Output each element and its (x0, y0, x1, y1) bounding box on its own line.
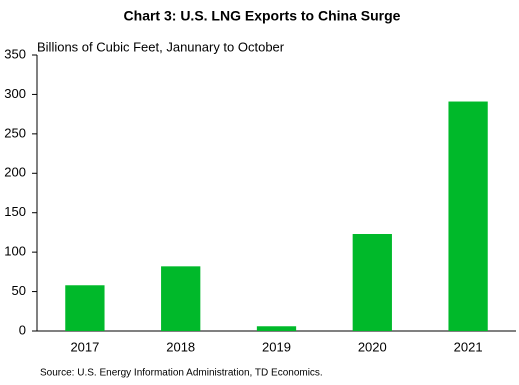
y-tick-label: 350 (4, 46, 26, 61)
y-tick-label: 300 (4, 86, 26, 101)
chart-subtitle: Billions of Cubic Feet, Janunary to Octo… (37, 39, 285, 54)
y-tick-label: 250 (4, 125, 26, 140)
bar (256, 326, 297, 331)
y-tick-label: 200 (4, 165, 26, 180)
x-tick-label: 2018 (166, 339, 195, 354)
bar (65, 285, 105, 331)
y-tick-label: 50 (12, 283, 26, 298)
y-tick-label: 0 (19, 322, 26, 337)
x-tick-label: 2020 (358, 339, 387, 354)
bar (352, 234, 392, 331)
x-tick-label: 2017 (70, 339, 99, 354)
y-tick-label: 150 (4, 204, 26, 219)
x-tick-label: 2019 (262, 339, 291, 354)
bar (448, 101, 488, 331)
source-note: Source: U.S. Energy Information Administ… (40, 368, 323, 379)
chart-title: Chart 3: U.S. LNG Exports to China Surge (124, 8, 401, 24)
bar (161, 266, 201, 331)
y-tick-label: 100 (4, 244, 26, 259)
x-tick-label: 2021 (454, 339, 483, 354)
